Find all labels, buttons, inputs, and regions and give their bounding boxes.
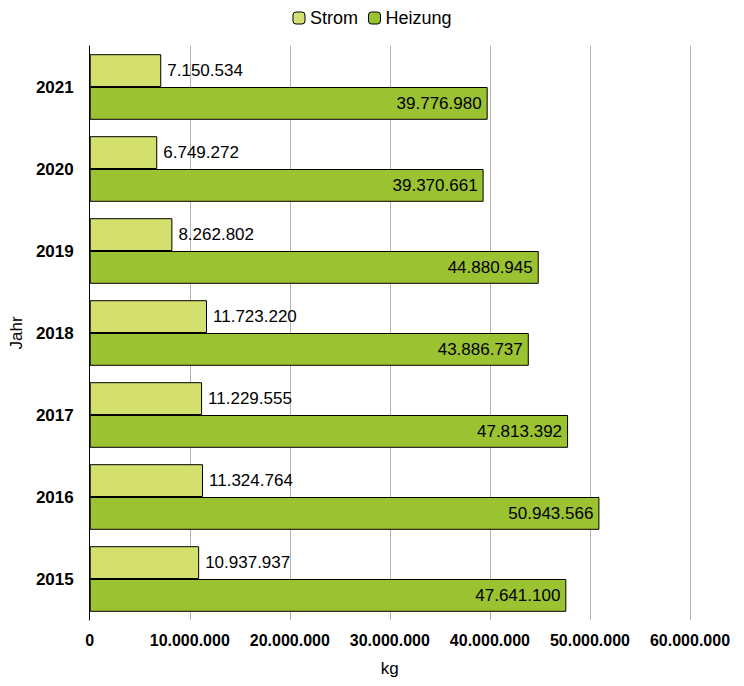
- svg-text:2017: 2017: [36, 406, 74, 425]
- svg-text:60.000.000: 60.000.000: [650, 632, 730, 649]
- svg-text:2018: 2018: [36, 324, 74, 343]
- svg-text:11.723.220: 11.723.220: [213, 307, 297, 326]
- svg-text:20.000.000: 20.000.000: [250, 632, 330, 649]
- svg-text:Heizung: Heizung: [385, 8, 451, 28]
- svg-text:39.776.980: 39.776.980: [397, 94, 482, 113]
- svg-text:39.370.661: 39.370.661: [393, 176, 478, 195]
- svg-text:7.150.534: 7.150.534: [167, 61, 243, 80]
- svg-text:30.000.000: 30.000.000: [350, 632, 430, 649]
- svg-text:10.937.937: 10.937.937: [205, 553, 290, 572]
- svg-text:8.262.802: 8.262.802: [178, 225, 254, 244]
- svg-text:47.641.100: 47.641.100: [475, 586, 560, 605]
- svg-text:2020: 2020: [36, 160, 74, 179]
- svg-text:2015: 2015: [36, 570, 74, 589]
- svg-text:2019: 2019: [36, 242, 74, 261]
- svg-text:0: 0: [85, 632, 94, 649]
- svg-text:50.000.000: 50.000.000: [550, 632, 630, 649]
- svg-text:47.813.392: 47.813.392: [477, 422, 562, 441]
- svg-text:11.229.555: 11.229.555: [208, 389, 292, 408]
- svg-text:11.324.764: 11.324.764: [209, 471, 293, 490]
- svg-text:6.749.272: 6.749.272: [163, 143, 239, 162]
- svg-text:10.000.000: 10.000.000: [150, 632, 230, 649]
- svg-text:Jahr: Jahr: [7, 316, 26, 349]
- svg-text:kg: kg: [381, 659, 399, 678]
- svg-text:Strom: Strom: [310, 8, 358, 28]
- svg-text:40.000.000: 40.000.000: [450, 632, 530, 649]
- svg-text:44.880.945: 44.880.945: [448, 258, 533, 277]
- svg-text:43.886.737: 43.886.737: [438, 340, 523, 359]
- svg-text:2016: 2016: [36, 488, 74, 507]
- svg-text:2021: 2021: [36, 78, 74, 97]
- svg-text:50.943.566: 50.943.566: [508, 504, 593, 523]
